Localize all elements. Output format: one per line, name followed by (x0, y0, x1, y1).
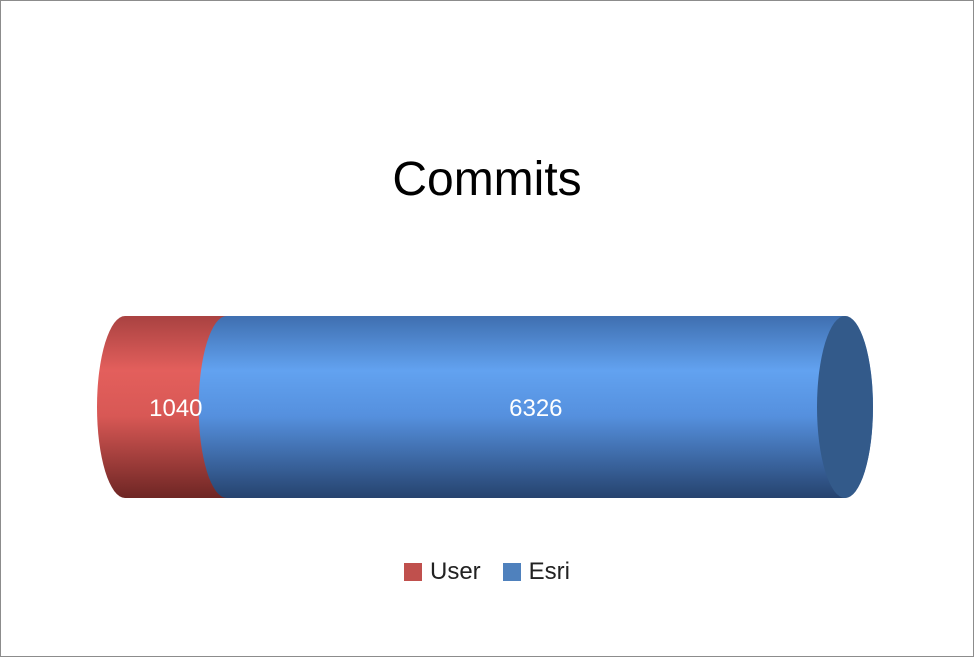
legend-item-esri: Esri (502, 558, 570, 586)
chart-legend: User Esri (0, 558, 974, 586)
data-label-esri: 6326 (509, 395, 562, 422)
legend-label-esri: Esri (528, 558, 570, 585)
data-label-user: 1040 (149, 395, 202, 422)
legend-swatch-user (403, 563, 422, 581)
bar-end-cap-esri (817, 316, 873, 498)
legend-label-user: User (429, 558, 481, 585)
legend-item-user: User (403, 558, 481, 586)
legend-swatch-esri (502, 563, 521, 581)
bar-segment-esri (198, 316, 874, 498)
chart-title: Commits (392, 153, 582, 206)
